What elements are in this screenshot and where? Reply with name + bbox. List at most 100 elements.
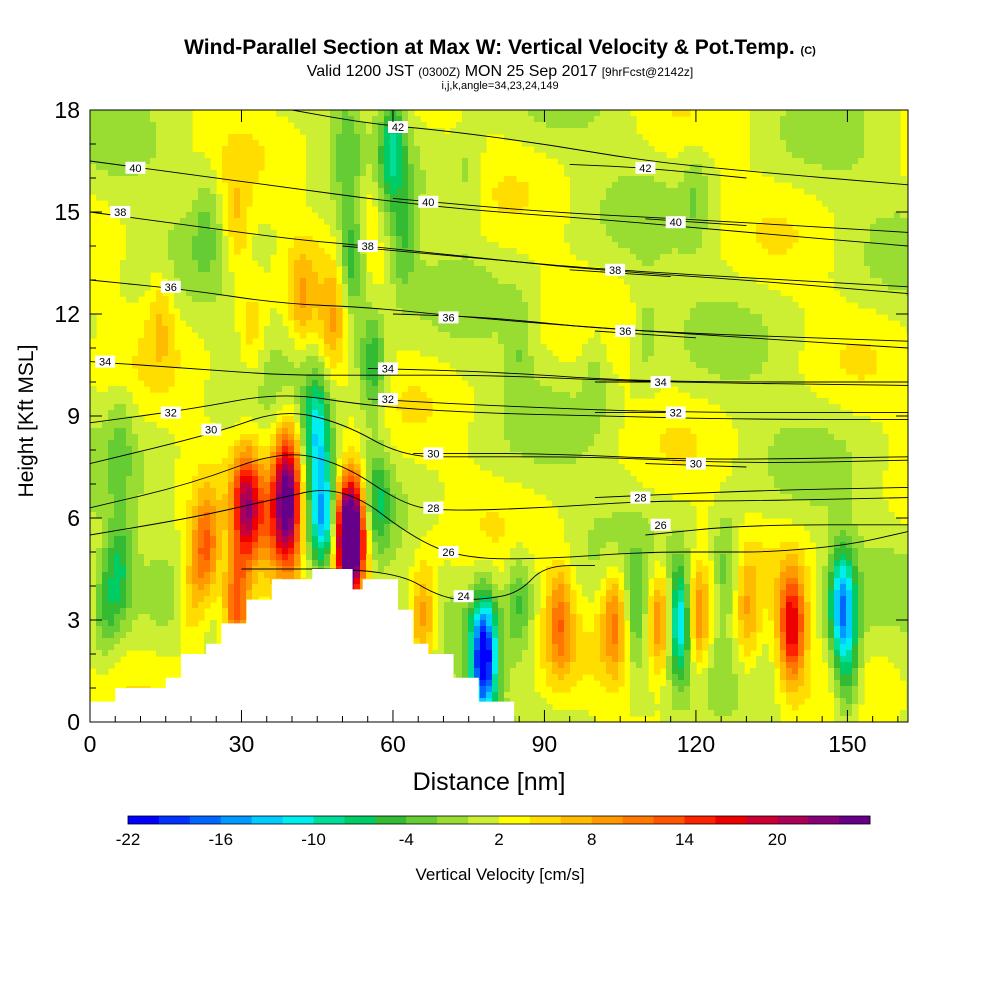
isentrope-label: 34	[382, 363, 394, 375]
forecast-info: [9hrFcst@2142z]	[601, 65, 694, 79]
isentrope-label-bg	[665, 406, 686, 419]
isentrope-label: 34	[99, 357, 111, 369]
isentrope-32	[367, 398, 908, 414]
chart-subtitle: Valid 1200 JST (0300Z) MON 25 Sep 2017 […	[0, 63, 1000, 80]
colorbar-swatch	[437, 816, 469, 824]
colorbar-tick-label: -10	[301, 830, 326, 849]
colorbar-swatch	[128, 816, 160, 824]
colorbar-swatch	[468, 816, 500, 824]
isentrope-30	[90, 413, 908, 465]
colorbar-tick-label: -22	[116, 830, 141, 849]
x-tick-label: 90	[532, 731, 558, 757]
isentrope-label-bg	[438, 311, 459, 324]
isentrope-label-bg	[665, 216, 686, 229]
isentrope-label-bg	[201, 423, 222, 436]
isentrope-40	[645, 218, 747, 227]
colorbar-swatch	[777, 816, 809, 824]
isentrope-label: 36	[165, 282, 177, 294]
isentrope-label: 36	[619, 326, 631, 338]
isentrope-label: 32	[382, 394, 394, 406]
colorbar-swatch	[220, 816, 253, 824]
x-axis: 0 30 60 90 120 150	[84, 110, 899, 757]
isentrope-label-bg	[125, 161, 146, 174]
isentrope-label-bg	[650, 376, 671, 388]
isentrope-label-bg	[650, 518, 671, 531]
isentrope-label-bg	[438, 546, 459, 558]
colorbar-swatch	[591, 816, 624, 824]
isentrope-28	[90, 454, 908, 511]
isentrope-36	[594, 330, 696, 339]
isentrope-34	[90, 361, 908, 386]
chart-title-text: Wind-Parallel Section at Max W: Vertical…	[184, 36, 795, 59]
isentrope-label: 40	[129, 163, 141, 175]
colorbar-swatch	[344, 816, 376, 824]
colorbar-swatch	[406, 816, 438, 824]
grid-indices: i,j,k,angle=34,23,24,149	[441, 80, 559, 92]
y-tick-label: 15	[54, 199, 80, 225]
y-tick-label: 12	[54, 301, 80, 327]
isentrope-label: 40	[422, 197, 434, 209]
colorbar-swatch	[684, 816, 716, 824]
x-tick-label: 120	[677, 731, 715, 757]
y-tick-label: 6	[67, 505, 80, 531]
isentrope-label-bg	[95, 355, 116, 368]
isentrope-label-bg	[377, 362, 398, 375]
colorbar-label: Vertical Velocity [cm/s]	[415, 865, 584, 884]
colorbar-swatch	[715, 816, 747, 824]
colorbar-swatch	[158, 816, 191, 824]
valid-zulu: (0300Z)	[418, 65, 461, 79]
isentrope-42	[291, 110, 908, 186]
colorbar-swatch	[808, 816, 840, 824]
isentrope-label: 30	[690, 459, 702, 471]
isentrope-label-bg	[377, 393, 398, 405]
isentrope-label-bg	[635, 161, 656, 174]
isentrope-label: 32	[670, 408, 682, 420]
colorbar: -22 -16 -10 -4 2 8 14 20	[116, 815, 871, 849]
colorbar-swatch	[560, 816, 593, 824]
isentrope-label: 40	[670, 217, 682, 229]
y-tick-label: 0	[67, 709, 80, 735]
isentrope-label-bg	[423, 447, 444, 460]
isentrope-label: 38	[362, 241, 374, 253]
isentrope-label: 30	[427, 448, 439, 460]
colorbar-swatch	[313, 816, 345, 824]
isentrope-label: 38	[609, 265, 621, 277]
isentrope-label-bg	[453, 590, 474, 603]
isentrope-label: 28	[634, 493, 646, 505]
isentrope-34	[367, 367, 908, 383]
isentrope-label-bg	[110, 206, 131, 218]
y-tick-label: 3	[67, 607, 80, 633]
colorbar-tick-label: 14	[675, 830, 694, 849]
isentrope-label: 36	[442, 312, 454, 324]
isentrope-label: 34	[654, 377, 666, 389]
colorbar-swatch	[251, 816, 283, 824]
valid-date: MON 25 Sep 2017	[464, 63, 598, 80]
isentrope-26	[645, 524, 908, 536]
isentrope-42	[569, 163, 747, 179]
valid-time: Valid 1200 JST	[306, 63, 414, 80]
isentrope-label: 42	[639, 163, 651, 175]
colorbar-swatch	[653, 816, 685, 824]
isentrope-label-bg	[605, 263, 626, 276]
x-tick-label: 150	[828, 731, 866, 757]
isentrope-label-bg	[418, 195, 439, 208]
isentrope-label: 32	[165, 408, 177, 420]
isentrope-label: 30	[205, 425, 217, 437]
colorbar-swatch	[282, 816, 314, 824]
title-block: Wind-Parallel Section at Max W: Vertical…	[0, 36, 1000, 92]
isentrope-label: 38	[114, 207, 126, 219]
isentrope-26	[90, 490, 908, 560]
x-tick-label: 30	[229, 731, 255, 757]
isentrope-label: 26	[442, 547, 454, 559]
colorbar-swatch	[529, 816, 562, 824]
isentrope-label-bg	[615, 325, 636, 337]
isentrope-labels: 24 26 26 28 28 30 30 30 32 32 32 34 34 34 36 36 36 38 38 38…	[95, 121, 706, 603]
terrain-mask	[90, 569, 515, 722]
isentrope-label-bg	[160, 406, 181, 419]
colorbar-swatch	[499, 816, 531, 824]
y-tick-label: 9	[67, 403, 80, 429]
colorbar-swatch	[746, 816, 778, 824]
chart-title: Wind-Parallel Section at Max W: Vertical…	[0, 36, 1000, 63]
colorbar-tick-label: 20	[768, 830, 787, 849]
